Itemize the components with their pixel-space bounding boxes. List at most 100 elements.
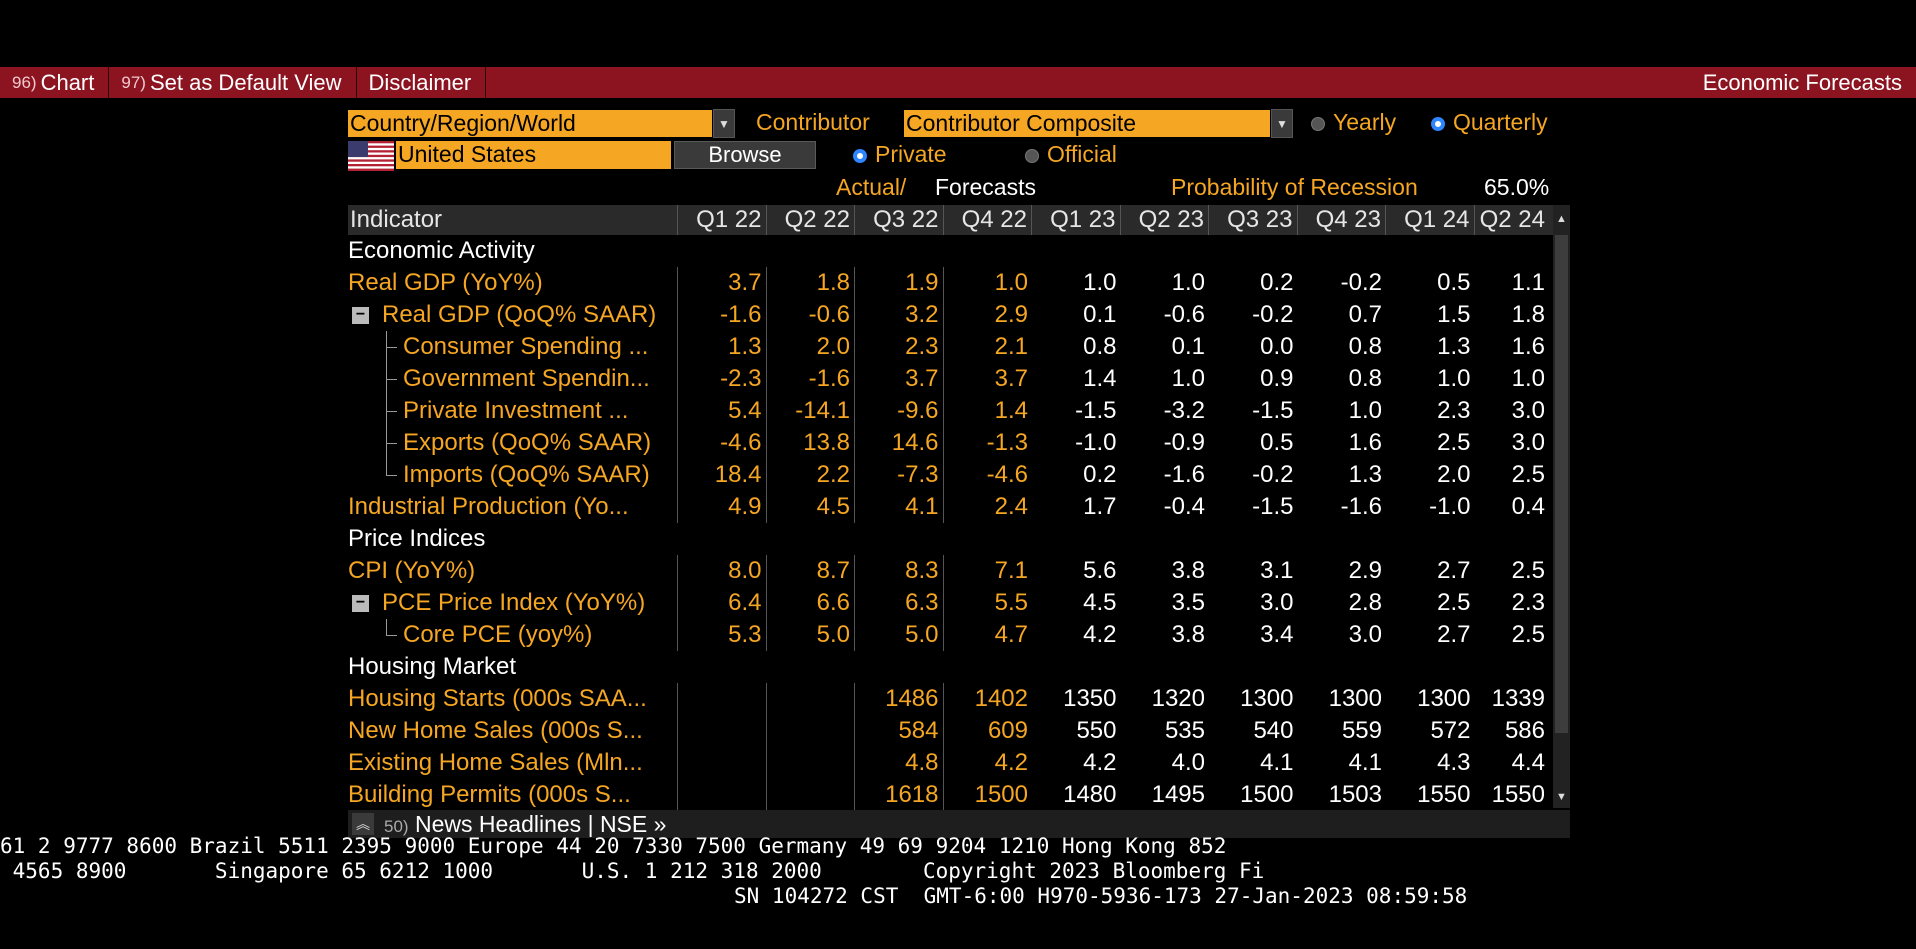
contributor-dropdown[interactable]: Contributor Composite [904,110,1270,137]
indicator-label[interactable]: CPI (YoY%) [348,555,678,587]
indicator-label[interactable]: Real GDP (YoY%) [348,267,678,299]
contributor-dropdown-arrow[interactable]: ▼ [1271,109,1293,138]
scroll-up-icon[interactable]: ▲ [1556,213,1567,225]
section-label: Housing Market [348,653,517,680]
collapse-icon[interactable]: − [352,307,369,324]
value-cell: -1.5 [1252,493,1294,520]
browse-button[interactable]: Browse [674,141,816,169]
tree-connector [386,459,397,476]
quarterly-radio[interactable]: Quarterly [1431,109,1548,136]
chevron-up-icon[interactable]: ︽ [352,813,374,835]
scope-dropdown-arrow[interactable]: ▼ [713,109,735,138]
value-cell: 2.2 [767,459,855,491]
value-cell: -1.3 [986,429,1028,456]
column-header[interactable]: Q4 23 [1298,205,1386,235]
column-header[interactable]: Q2 22 [767,205,855,235]
column-header[interactable]: Q1 23 [1032,205,1121,235]
disclaimer-button[interactable]: Disclaimer [357,67,487,98]
column-header[interactable]: Q1 24 [1386,205,1475,235]
value-cell: 0.8 [1348,365,1382,392]
indicator-label[interactable]: Exports (QoQ% SAAR) [348,427,678,459]
column-header[interactable]: Q2 24 [1479,206,1545,233]
forecast-table: Indicator Q1 22 Q2 22 Q3 22 Q4 22 Q1 23 Q2 23 Q… [348,205,1570,811]
indicator-label[interactable]: Consumer Spending ... [348,331,678,363]
column-header[interactable]: Q4 22 [944,205,1032,235]
section-label: Price Indices [348,525,486,552]
value-cell: -1.0 [1075,429,1117,456]
table-row: Existing Home Sales (Mln... 4.8 4.2 4.2 4.0 4… [348,747,1570,779]
indicator-label[interactable]: Building Permits (000s S... [348,779,678,811]
value-cell: 2.4 [994,493,1028,520]
value-cell: 1500 [1240,781,1294,808]
value-cell: 5.0 [855,619,944,651]
set-default-view-button[interactable]: 97) Set as Default View [109,67,357,98]
value-cell: -3.2 [1163,397,1205,424]
value-cell: 4.1 [1348,749,1382,776]
set-default-view-number: 97) [121,72,146,92]
indicator-label[interactable]: Housing Starts (000s SAA... [348,683,678,715]
quarterly-radio-icon [1431,117,1445,131]
news-number: 50) [384,817,409,836]
value-cell: 4.4 [1511,749,1545,776]
value-cell: -7.3 [855,459,944,491]
scope-dropdown[interactable]: Country/Region/World [348,110,712,137]
value-cell: 14.6 [855,427,944,459]
table-row: Industrial Production (Yo... 4.9 4.5 4.1 2.4… [348,491,1570,523]
indicator-label[interactable]: Core PCE (yoy%) [348,619,678,651]
indicator-label[interactable]: Existing Home Sales (Mln... [348,747,678,779]
value-cell: 1500 [974,781,1028,808]
section-header-row: Price Indices [348,523,1570,555]
value-cell: -4.6 [986,461,1028,488]
indicator-label-text: Housing Starts (000s SAA... [348,685,647,712]
yearly-radio-icon [1311,117,1325,131]
indicator-label[interactable]: Government Spendin... [348,363,678,395]
value-cell: -1.5 [1075,397,1117,424]
indicator-column-header[interactable]: Indicator [348,205,678,235]
scroll-down-icon[interactable]: ▼ [1556,791,1567,803]
value-cell: 584 [855,715,944,747]
chart-button[interactable]: 96) Chart [0,67,110,98]
indicator-label[interactable]: Private Investment ... [348,395,678,427]
table-scrollbar[interactable]: ▲ ▼ [1553,205,1570,808]
collapse-icon[interactable]: − [352,595,369,612]
indicator-label-text: Imports (QoQ% SAAR) [403,461,650,488]
value-cell: 7.1 [994,557,1028,584]
indicator-label-text: PCE Price Index (YoY%) [382,589,646,616]
news-headlines-bar[interactable]: ︽ 50) News Headlines | NSE » [348,810,1570,838]
column-header[interactable]: Q1 22 [678,205,767,235]
table-row: Core PCE (yoy%) 5.3 5.0 5.0 4.7 4.2 3.8 3.4 3.0 2… [348,619,1570,651]
official-radio[interactable]: Official [1025,141,1117,168]
value-cell: 2.0 [1437,461,1471,488]
value-cell: 8.7 [767,555,855,587]
value-cell: 0.5 [1437,269,1471,296]
indicator-label-text: Government Spendin... [403,365,650,392]
column-header[interactable]: Q3 22 [855,205,944,235]
nse-link[interactable]: NSE » [599,811,667,837]
column-header[interactable]: Q2 23 [1121,205,1209,235]
country-field[interactable]: United States [396,141,671,169]
value-cell: 8.3 [855,555,944,587]
value-cell: -14.1 [767,395,855,427]
value-cell: 3.7 [855,363,944,395]
indicator-label[interactable]: − PCE Price Index (YoY%) [348,587,678,619]
indicator-label[interactable]: Imports (QoQ% SAAR) [348,459,678,491]
value-cell: 1.0 [1083,269,1117,296]
private-radio[interactable]: Private [853,141,947,168]
value-cell: 1.3 [1348,461,1382,488]
tree-connector [386,427,397,459]
news-headlines-label[interactable]: News Headlines [414,811,582,837]
indicator-label[interactable]: New Home Sales (000s S... [348,715,678,747]
value-cell: 4.9 [678,491,767,523]
indicator-label-text: CPI (YoY%) [348,557,476,584]
column-header[interactable]: Q3 23 [1209,205,1298,235]
indicator-label-text: Real GDP (QoQ% SAAR) [382,301,657,328]
section-label: Economic Activity [348,237,535,264]
indicator-label[interactable]: − Real GDP (QoQ% SAAR) [348,299,678,331]
value-cell: 5.6 [1083,557,1117,584]
indicator-label[interactable]: Industrial Production (Yo... [348,491,678,523]
value-cell [678,683,767,715]
yearly-radio[interactable]: Yearly [1311,109,1396,136]
scroll-thumb[interactable] [1555,235,1568,733]
value-cell: 6.6 [767,587,855,619]
value-cell: 4.2 [1083,749,1117,776]
